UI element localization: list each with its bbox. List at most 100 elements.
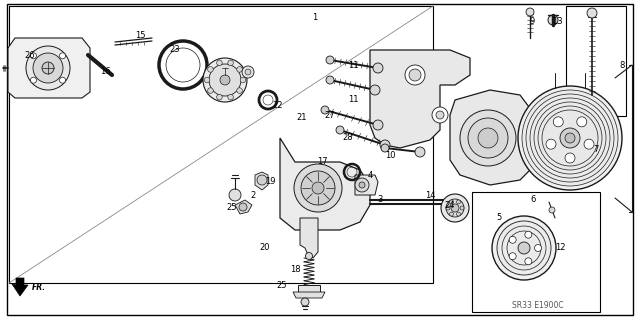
Circle shape [525,258,532,265]
Polygon shape [255,172,268,190]
Text: 15: 15 [135,31,145,40]
Text: 12: 12 [555,243,565,253]
Polygon shape [12,278,28,296]
Circle shape [301,171,335,205]
Text: 20: 20 [260,243,270,253]
Circle shape [577,117,587,127]
Polygon shape [293,292,325,298]
Circle shape [31,77,36,83]
Bar [472,192,600,312]
Text: 23: 23 [170,46,180,55]
Circle shape [207,88,213,93]
Circle shape [326,56,334,64]
Circle shape [229,189,241,201]
Circle shape [380,140,390,150]
Circle shape [446,199,464,217]
Circle shape [441,194,469,222]
Bar [566,6,626,116]
Circle shape [565,133,575,143]
Text: 4: 4 [367,170,372,180]
Text: 25: 25 [227,204,237,212]
Text: 17: 17 [317,158,327,167]
Circle shape [373,120,383,130]
Polygon shape [300,218,318,258]
Circle shape [245,69,251,75]
Circle shape [370,85,380,95]
Polygon shape [280,138,370,230]
Circle shape [305,253,312,259]
Text: 3: 3 [378,196,383,204]
Text: 6: 6 [531,196,536,204]
Text: 27: 27 [324,110,335,120]
Text: 9: 9 [529,18,534,26]
Circle shape [239,203,247,211]
Text: SR33 E1900C: SR33 E1900C [512,300,564,309]
Polygon shape [355,175,378,195]
Text: 1: 1 [312,13,317,23]
Circle shape [33,53,63,83]
Circle shape [560,128,580,148]
Text: 8: 8 [620,61,625,70]
Circle shape [31,53,36,59]
Text: 28: 28 [342,133,353,143]
Circle shape [237,88,243,93]
Circle shape [405,65,425,85]
Bar [9,6,433,283]
Circle shape [26,46,70,90]
Polygon shape [8,38,90,98]
Circle shape [446,206,450,210]
Circle shape [257,175,267,185]
Circle shape [432,107,448,123]
Text: 7: 7 [593,145,598,154]
Text: 13: 13 [552,18,563,26]
Circle shape [497,221,551,275]
Circle shape [553,117,563,127]
Circle shape [42,62,54,74]
Text: 19: 19 [265,177,275,187]
Circle shape [60,53,65,59]
Circle shape [240,77,246,83]
Circle shape [326,76,334,84]
Text: 11: 11 [348,95,358,105]
Circle shape [468,118,508,158]
Circle shape [518,86,622,190]
Circle shape [207,67,213,72]
Circle shape [228,94,234,100]
Text: 16: 16 [100,68,110,77]
Circle shape [548,15,558,25]
Circle shape [449,200,454,204]
Circle shape [203,58,247,102]
Polygon shape [298,285,320,292]
Circle shape [509,253,516,260]
Circle shape [237,67,243,72]
Circle shape [525,231,532,238]
Circle shape [549,207,555,213]
Circle shape [359,182,365,188]
Circle shape [456,212,461,216]
Circle shape [451,204,459,212]
Text: FR.: FR. [32,284,46,293]
Circle shape [534,244,541,251]
Circle shape [436,111,444,119]
Circle shape [312,182,324,194]
Circle shape [456,200,461,204]
Circle shape [204,77,210,83]
Circle shape [415,147,425,157]
Circle shape [584,139,594,149]
Circle shape [373,63,383,73]
Circle shape [216,94,222,100]
Text: 5: 5 [497,213,502,222]
Circle shape [522,90,618,186]
Circle shape [546,139,556,149]
Circle shape [587,8,597,18]
Circle shape [220,75,230,85]
Text: 2: 2 [250,190,255,199]
Text: 11: 11 [348,61,358,70]
Circle shape [460,206,464,210]
Text: 26: 26 [25,50,35,60]
Circle shape [60,77,65,83]
Circle shape [518,242,530,254]
Circle shape [209,64,241,96]
Circle shape [409,69,421,81]
Circle shape [294,164,342,212]
